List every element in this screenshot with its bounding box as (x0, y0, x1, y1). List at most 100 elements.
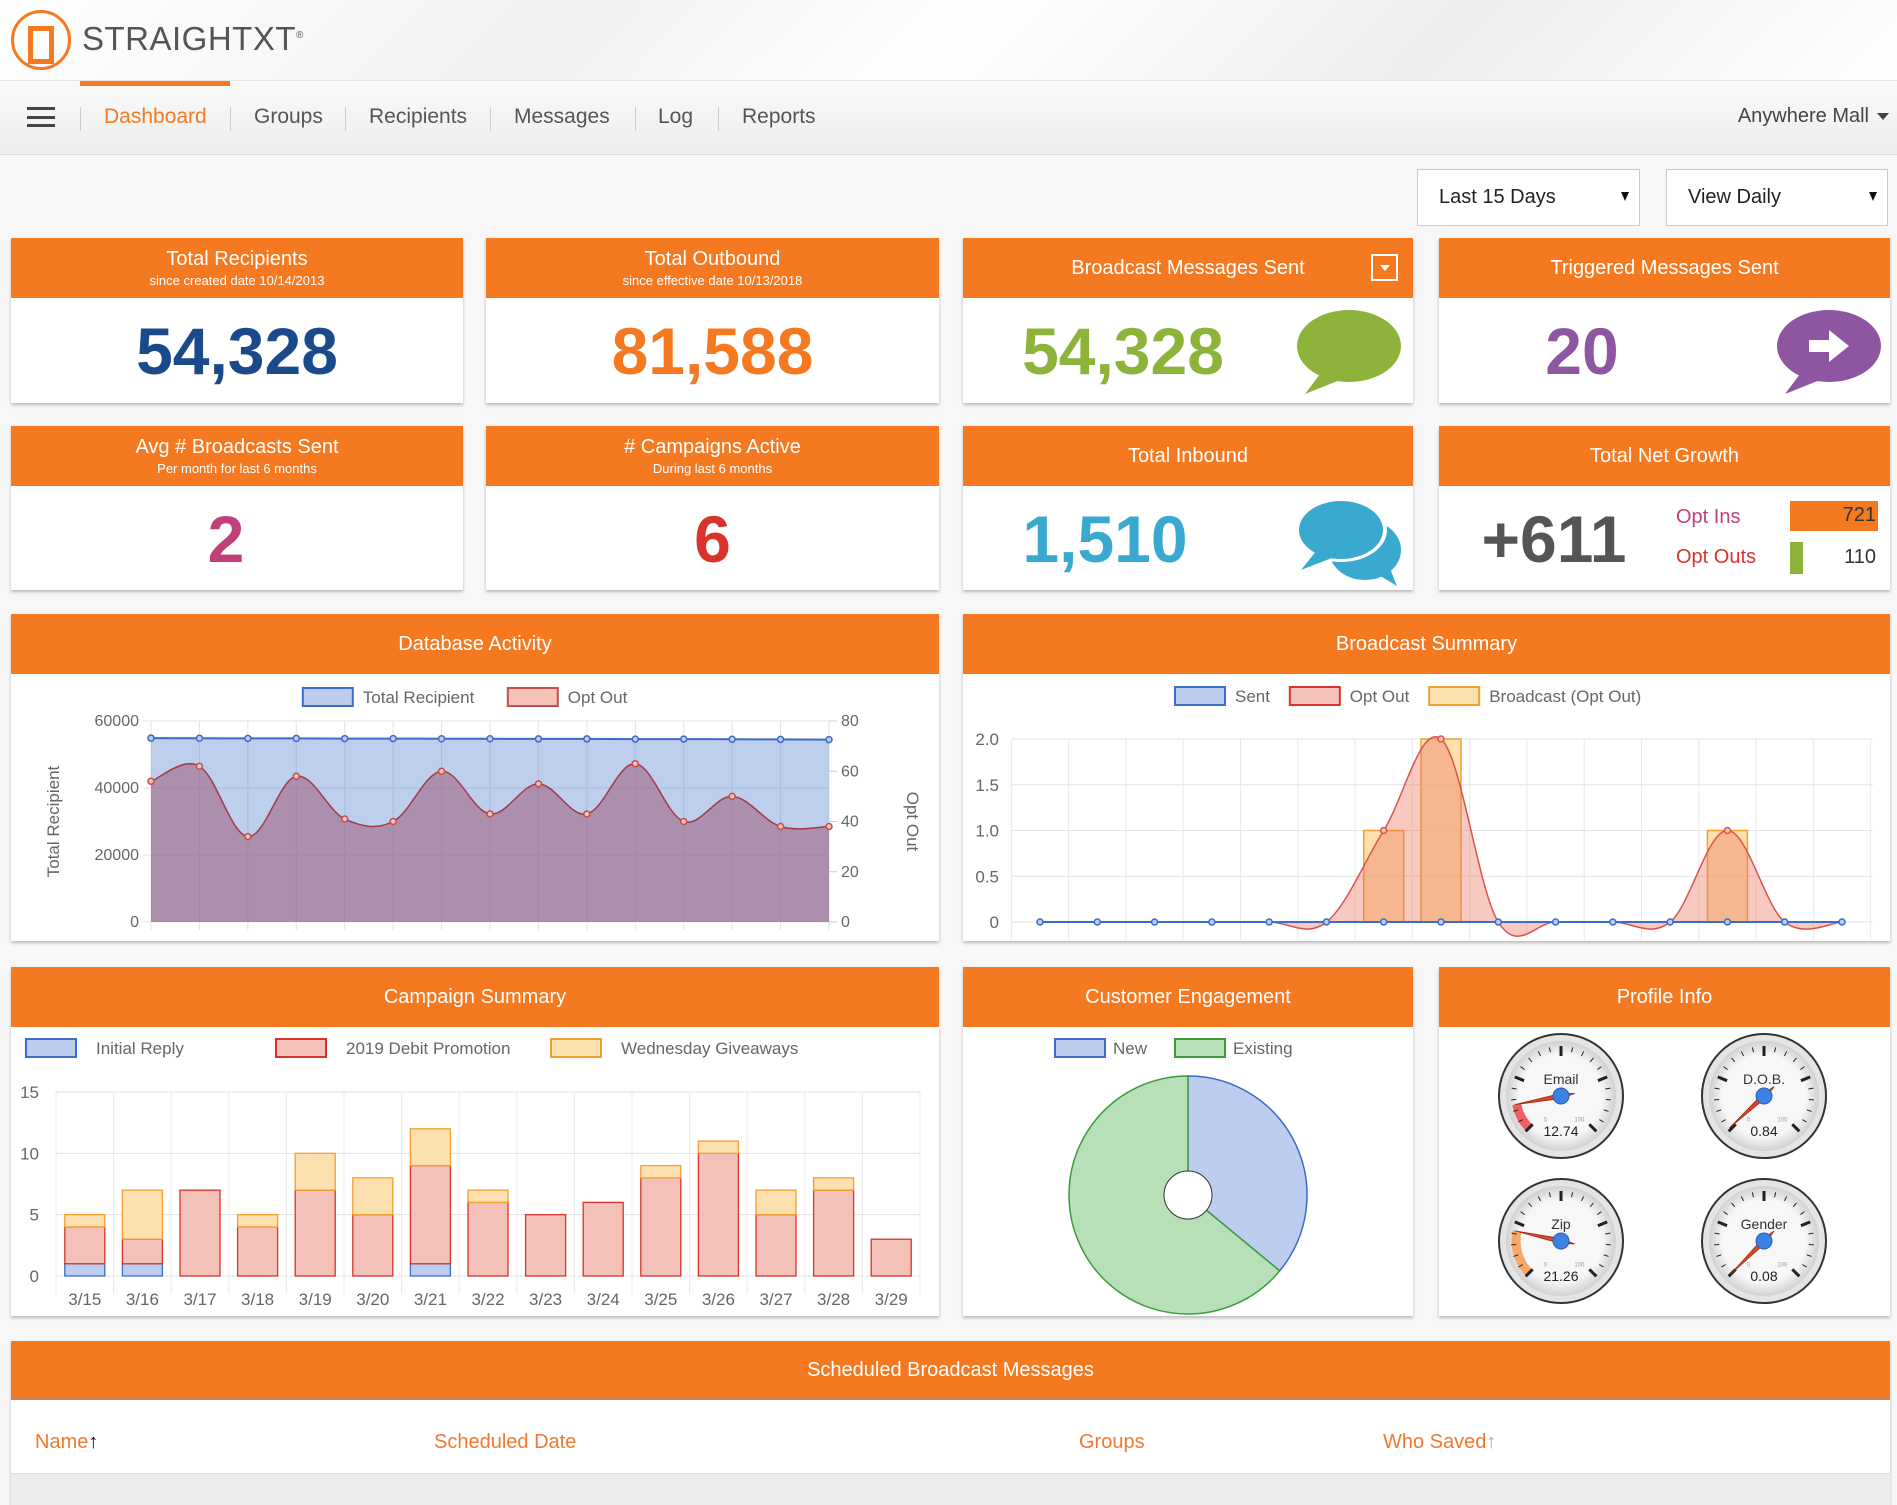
gauge-tick (1800, 1211, 1805, 1215)
y-tick-label: 20000 (95, 847, 140, 864)
gauge-tick (1511, 1087, 1517, 1090)
legend-label: 2019 Debit Promotion (346, 1039, 510, 1058)
column-header-name[interactable]: Name↑ (35, 1431, 98, 1454)
x-tick-label: 3/18 (241, 1290, 274, 1309)
legend-label: Opt Out (1350, 687, 1410, 706)
gauge-value: 0.08 (1750, 1268, 1777, 1284)
legend-label: Existing (1233, 1039, 1293, 1058)
gauge-tick (1588, 1123, 1598, 1133)
gauge-zip: 0 100 Zip 21.26 (1498, 1178, 1624, 1304)
hamburger-menu-icon[interactable] (27, 107, 55, 127)
campaign-summary-panel: Campaign Summary 0 5 10 15 3/15 3/16 3/17 3/18 3… (11, 967, 939, 1316)
card-triggered-messages-sent: Triggered Messages Sent 20 (1439, 238, 1890, 403)
opt-ins-count: 721 (1842, 504, 1876, 526)
card-broadcast-messages-sent: Broadcast Messages Sent 54,328 (963, 238, 1413, 403)
gauge-email: 0 100 Email 12.74 (1498, 1033, 1624, 1159)
pie-center-hole (1163, 1170, 1213, 1220)
gauge-min-label: 0 (1747, 1262, 1751, 1268)
opt-out-point (1379, 826, 1388, 835)
y-tick-label: 5 (30, 1206, 39, 1225)
bar-segment (236, 1214, 279, 1228)
top-banner: STRAIGHTXT® (0, 0, 1897, 81)
logo[interactable]: STRAIGHTXT® (82, 20, 304, 58)
gauge-tick (1580, 1051, 1585, 1057)
gauge-tick (1599, 1264, 1604, 1268)
card-title: Total Recipients (166, 248, 308, 270)
gauge-tick (1518, 1119, 1523, 1123)
bar-segment (409, 1164, 452, 1265)
panel-title: Customer Engagement (1085, 985, 1291, 1008)
gauge-tick (1528, 1202, 1533, 1208)
card-subtitle: During last 6 months (652, 461, 773, 476)
legend-swatch (1174, 1038, 1226, 1058)
gauge-tick (1518, 1264, 1523, 1268)
gauge-tick (1605, 1087, 1611, 1090)
gauge-tick (1717, 1220, 1728, 1228)
gauge-hub (1552, 1232, 1570, 1250)
gauge-tick (1597, 1211, 1602, 1215)
x-tick-label: 3/16 (126, 1290, 159, 1309)
nav-divider (80, 107, 81, 131)
panel-title: Campaign Summary (383, 985, 567, 1008)
opt-outs-count: 110 (1844, 546, 1876, 568)
date-range-select[interactable]: Last 15 Days (1417, 169, 1640, 226)
card-title: Total Outbound (644, 248, 781, 270)
card-title: Broadcast Messages Sent (1071, 256, 1305, 279)
gauge-tick (1792, 1057, 1797, 1063)
gauge-tick (1723, 1066, 1728, 1070)
nav-log[interactable]: Log (658, 105, 694, 128)
column-header-groups[interactable]: Groups (1079, 1431, 1145, 1453)
gauge-tick (1511, 1232, 1517, 1235)
total-recipient-point (389, 734, 397, 743)
pie-slice-new (1187, 1075, 1308, 1272)
opt-out-point (534, 780, 543, 788)
gauge-tick (1731, 1202, 1736, 1208)
legend-swatch (1428, 686, 1481, 706)
gauge-tick (1802, 1264, 1807, 1268)
gauge-tick (1800, 1075, 1811, 1083)
gauge-tick (1520, 1211, 1525, 1215)
bar-segment (409, 1128, 452, 1167)
bar-segment (179, 1189, 221, 1277)
gauge-tick (1717, 1075, 1728, 1083)
nav-reports[interactable]: Reports (742, 105, 816, 128)
nav-dashboard[interactable]: Dashboard (104, 105, 207, 128)
bar-segment (121, 1263, 164, 1277)
gauge-tick (1603, 1109, 1609, 1112)
x-tick-label: 3/21 (414, 1290, 447, 1309)
legend-label: New (1113, 1039, 1148, 1058)
nav-groups[interactable]: Groups (254, 105, 323, 128)
y-tick-label: 0.5 (975, 867, 999, 886)
nav-recipients[interactable]: Recipients (369, 105, 468, 128)
gauge-band (1511, 1230, 1533, 1277)
gauge-tick (1716, 1109, 1722, 1112)
database-activity-panel: Database Activity 0 20000 40000 60000 0 20 40 6… (11, 614, 939, 941)
bar-segment (352, 1214, 394, 1277)
gauge-tick (1528, 1057, 1533, 1063)
card-dropdown-toggle[interactable] (1371, 254, 1398, 281)
account-dropdown[interactable]: Anywhere Mall (1738, 105, 1889, 128)
gauge-label: Zip (1551, 1216, 1571, 1232)
gauge-gender: 0 100 Gender 0.08 (1701, 1178, 1827, 1304)
gauge-tick (1731, 1057, 1736, 1063)
gauge-min-label: 0 (1544, 1262, 1548, 1268)
total-recipient-point (679, 735, 688, 743)
column-header-scheduled-date[interactable]: Scheduled Date (434, 1431, 577, 1453)
gauge-tick (1514, 1220, 1525, 1228)
card-avg-broadcasts: Avg # Broadcasts Sent Per month for last … (11, 426, 463, 590)
card-value: 81,588 (611, 314, 814, 388)
total-recipient-point (534, 735, 543, 743)
gauge-value: 0.84 (1750, 1123, 1777, 1139)
column-label: Who Saved (1383, 1431, 1487, 1453)
view-mode-select[interactable]: View Daily (1666, 169, 1888, 226)
column-label: Name (35, 1431, 89, 1453)
gauge-tick (1808, 1232, 1814, 1235)
column-header-who-saved[interactable]: Who Saved↑ (1383, 1431, 1496, 1454)
nav-divider (230, 107, 231, 131)
gauge-tick (1806, 1109, 1812, 1112)
gauge-label: D.O.B. (1743, 1071, 1785, 1087)
nav-messages[interactable]: Messages (514, 105, 610, 128)
broadcast-opt-out-bar (1420, 738, 1462, 923)
nav-divider (718, 107, 719, 131)
card-value: 20 (1545, 314, 1619, 388)
